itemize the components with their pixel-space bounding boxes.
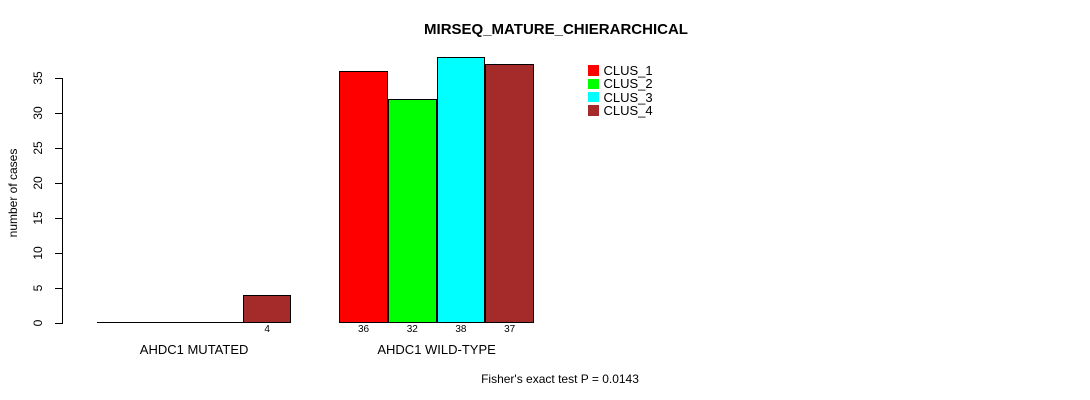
legend-item-clus-1: CLUS_1 xyxy=(588,64,653,77)
bar-clus_3-2 xyxy=(436,57,486,323)
y-tick-mark xyxy=(55,183,62,184)
y-tick-label: 25 xyxy=(31,141,45,155)
bar-value-label: 32 xyxy=(406,324,418,335)
chart-title: MIRSEQ_MATURE_CHIERARCHICAL xyxy=(424,21,688,38)
y-tick-mark xyxy=(55,148,62,149)
y-tick-label: 5 xyxy=(31,284,45,292)
legend-label-clus-1: CLUS_1 xyxy=(603,63,653,79)
zero-bar-clus_3-1 xyxy=(194,322,243,323)
legend-swatch-clus-4 xyxy=(588,105,599,116)
legend-item-clus-2: CLUS_2 xyxy=(588,77,653,90)
bar-clus_4-1 xyxy=(242,295,292,323)
bar-clus_1-2 xyxy=(339,71,388,323)
y-tick-label: 10 xyxy=(31,246,45,260)
legend-swatch-clus-3 xyxy=(588,91,599,103)
legend: CLUS_1 CLUS_2 CLUS_3 CLUS_4 xyxy=(588,64,653,117)
y-tick-mark xyxy=(55,288,62,289)
legend-label-clus-2: CLUS_2 xyxy=(603,76,653,92)
fisher-test-annotation: Fisher's exact test P = 0.0143 xyxy=(481,372,639,386)
y-tick-label: 35 xyxy=(31,71,45,85)
bar-value-label: 38 xyxy=(455,324,467,335)
bar-value-label: 4 xyxy=(264,324,270,335)
group-label: AHDC1 WILD-TYPE xyxy=(377,342,496,357)
y-tick-label: 30 xyxy=(31,106,45,120)
legend-swatch-clus-2 xyxy=(588,78,599,90)
y-tick-mark xyxy=(55,323,62,324)
y-axis-line xyxy=(62,78,63,324)
legend-item-clus-4: CLUS_4 xyxy=(588,104,653,117)
zero-bar-clus_2-1 xyxy=(145,322,195,323)
legend-label-clus-4: CLUS_4 xyxy=(603,103,653,119)
legend-label-clus-3: CLUS_3 xyxy=(603,89,653,105)
bar-clus_2-2 xyxy=(387,99,437,323)
y-tick-label: 20 xyxy=(31,176,45,190)
bar-clus_4-2 xyxy=(485,64,534,323)
y-tick-mark xyxy=(55,218,62,219)
bar-value-label: 36 xyxy=(357,324,370,335)
group-label: AHDC1 MUTATED xyxy=(139,342,249,357)
legend-swatch-clus-1 xyxy=(588,65,599,76)
y-tick-mark xyxy=(55,78,62,79)
y-tick-mark xyxy=(55,113,62,114)
y-tick-label: 15 xyxy=(31,211,45,225)
legend-item-clus-3: CLUS_3 xyxy=(588,91,653,104)
y-axis-label: number of cases xyxy=(6,148,20,238)
y-tick-mark xyxy=(55,253,62,254)
zero-bar-clus_1-1 xyxy=(96,322,146,323)
bar-value-label: 37 xyxy=(504,324,516,335)
y-tick-label: 0 xyxy=(31,319,45,327)
